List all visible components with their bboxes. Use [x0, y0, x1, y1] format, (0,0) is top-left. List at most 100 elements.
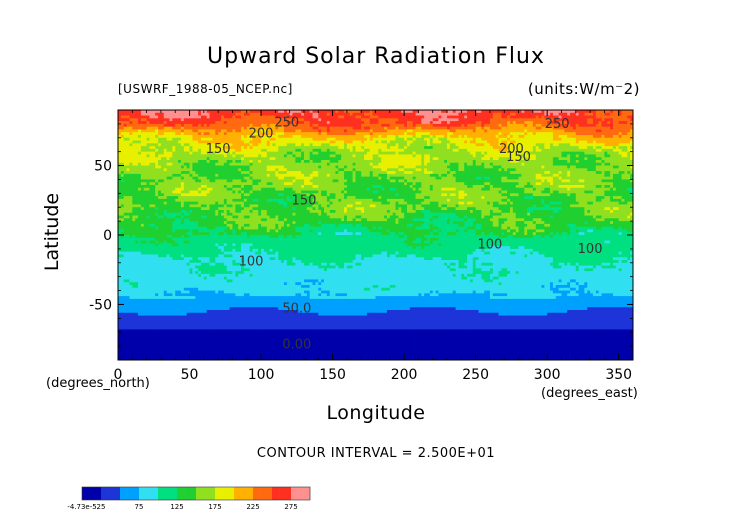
heatmap-cell: [332, 118, 336, 122]
heatmap-cell: [258, 179, 262, 183]
heatmap-cell: [203, 162, 208, 166]
heatmap-cell: [558, 148, 562, 153]
heatmap-cell: [489, 185, 494, 189]
heatmap-cell: [409, 185, 414, 189]
heatmap-cell: [366, 132, 371, 136]
heatmap-cell: [621, 110, 625, 114]
heatmap-cell: [624, 151, 628, 155]
heatmap-cell: [129, 185, 133, 189]
heatmap-cell: [524, 143, 528, 147]
heatmap-cell: [567, 151, 571, 155]
heatmap-cell: [518, 154, 522, 158]
heatmap-cell: [372, 132, 376, 136]
heatmap-cell: [484, 151, 488, 155]
heatmap-cell: [303, 115, 308, 119]
heatmap-cell: [118, 162, 122, 166]
heatmap-cell: [301, 162, 305, 166]
heatmap-cell: [303, 121, 308, 125]
heatmap-cell: [489, 112, 494, 116]
heatmap-cell: [235, 165, 239, 169]
heatmap-cell: [475, 110, 479, 114]
heatmap-cell: [235, 176, 239, 180]
heatmap-cell: [309, 118, 313, 122]
heatmap-cell: [295, 129, 299, 133]
heatmap-cell: [375, 157, 379, 161]
heatmap-cell: [452, 182, 457, 186]
heatmap-cell: [226, 185, 230, 189]
heatmap-cell: [123, 115, 127, 119]
heatmap-cell: [627, 143, 631, 147]
heatmap-cell: [289, 168, 293, 172]
heatmap-cell: [338, 126, 342, 130]
heatmap-cell: [389, 165, 394, 169]
heatmap-cell: [315, 143, 319, 147]
heatmap-cell: [495, 110, 499, 114]
heatmap-cell: [415, 168, 419, 172]
heatmap-cell: [489, 123, 494, 128]
heatmap-cell: [286, 110, 291, 114]
heatmap-cell: [321, 121, 325, 125]
heatmap-cell: [567, 129, 571, 133]
heatmap-cell: [278, 126, 282, 130]
heatmap-cell: [575, 123, 580, 128]
heatmap-cell: [283, 123, 288, 128]
heatmap-cell: [412, 129, 416, 133]
heatmap-cell: [372, 185, 376, 189]
heatmap-cell: [541, 182, 545, 186]
heatmap-cell: [467, 143, 471, 147]
heatmap-cell: [601, 132, 605, 136]
heatmap-cell: [561, 115, 565, 119]
heatmap-cell: [143, 137, 148, 141]
heatmap-cell: [178, 132, 182, 136]
heatmap-cell: [395, 179, 399, 183]
heatmap-cell: [275, 123, 279, 128]
heatmap-cell: [166, 112, 170, 116]
heatmap-cell: [135, 115, 139, 119]
heatmap-cell: [238, 115, 242, 119]
heatmap-cell: [612, 143, 617, 147]
heatmap-cell: [135, 171, 139, 175]
heatmap-cell: [218, 132, 222, 136]
heatmap-cell: [581, 146, 585, 150]
heatmap-cell: [203, 165, 208, 169]
heatmap-cell: [303, 157, 308, 161]
heatmap-cell: [512, 140, 517, 144]
heatmap-cell: [341, 168, 345, 172]
heatmap-cell: [358, 182, 362, 186]
heatmap-cell: [180, 140, 185, 144]
heatmap-cell: [492, 162, 497, 166]
heatmap-cell: [175, 148, 179, 153]
heatmap-cell: [524, 110, 528, 114]
heatmap-cell: [610, 160, 614, 164]
heatmap-cell: [263, 173, 268, 178]
heatmap-cell: [309, 126, 313, 130]
heatmap-cell: [209, 143, 213, 147]
heatmap-cell: [243, 182, 248, 186]
heatmap-cell: [452, 146, 457, 150]
heatmap-cell: [292, 182, 296, 186]
heatmap-cell: [324, 115, 328, 119]
heatmap-cell: [501, 146, 505, 150]
heatmap-cell: [501, 135, 505, 139]
heatmap-cell: [435, 148, 439, 153]
heatmap-cell: [129, 148, 133, 153]
heatmap-cell: [266, 171, 271, 175]
heatmap-cell: [321, 160, 325, 164]
heatmap-cell: [461, 126, 465, 130]
heatmap-cell: [166, 126, 170, 130]
heatmap-cell: [195, 148, 199, 153]
heatmap-cell: [449, 146, 454, 150]
heatmap-cell: [515, 135, 519, 139]
heatmap-cell: [444, 160, 448, 164]
heatmap-cell: [169, 137, 173, 141]
heatmap-cell: [364, 132, 368, 136]
heatmap-cell: [550, 137, 554, 141]
heatmap-cell: [406, 168, 411, 172]
heatmap-cell: [232, 132, 236, 136]
heatmap-cell: [169, 118, 173, 122]
heatmap-cell: [489, 137, 494, 141]
heatmap-cell: [289, 110, 293, 114]
heatmap-cell: [306, 118, 311, 122]
heatmap-cell: [135, 121, 139, 125]
heatmap-cell: [241, 126, 245, 130]
